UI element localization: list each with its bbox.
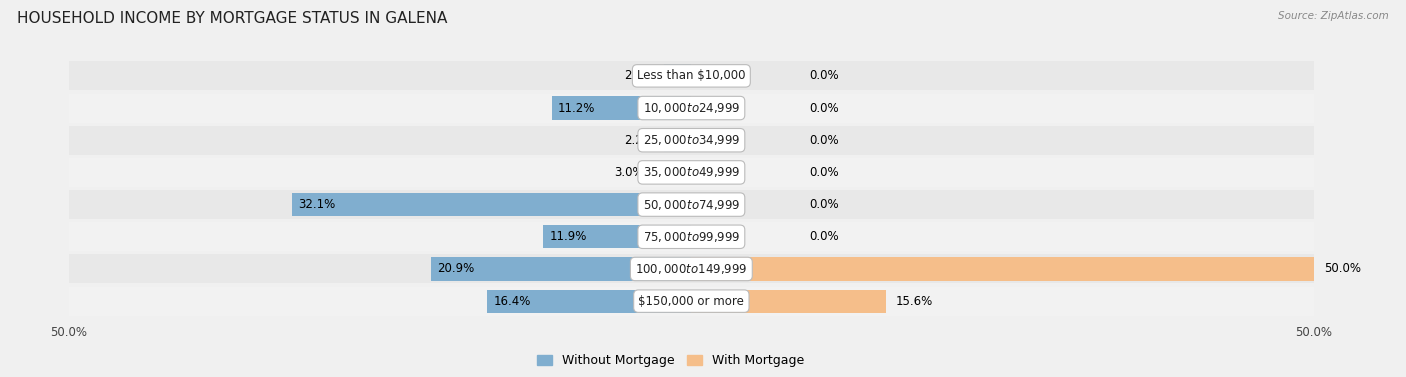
- Text: 0.0%: 0.0%: [810, 198, 839, 211]
- Text: 32.1%: 32.1%: [298, 198, 335, 211]
- Text: 0.0%: 0.0%: [810, 69, 839, 82]
- Bar: [69, 126, 1315, 155]
- Text: $150,000 or more: $150,000 or more: [638, 295, 744, 308]
- Text: 11.2%: 11.2%: [558, 101, 596, 115]
- Bar: [692, 290, 886, 313]
- Text: Less than $10,000: Less than $10,000: [637, 69, 745, 82]
- Text: 0.0%: 0.0%: [810, 134, 839, 147]
- Bar: [543, 225, 692, 248]
- Bar: [69, 222, 1315, 251]
- Text: 0.0%: 0.0%: [810, 101, 839, 115]
- Text: Source: ZipAtlas.com: Source: ZipAtlas.com: [1278, 11, 1389, 21]
- Text: 0.0%: 0.0%: [810, 230, 839, 243]
- Text: 0.0%: 0.0%: [810, 166, 839, 179]
- Text: $50,000 to $74,999: $50,000 to $74,999: [643, 198, 740, 211]
- Bar: [486, 290, 692, 313]
- Bar: [654, 161, 692, 184]
- Bar: [664, 129, 692, 152]
- Text: 16.4%: 16.4%: [494, 295, 530, 308]
- Text: $10,000 to $24,999: $10,000 to $24,999: [643, 101, 740, 115]
- Bar: [664, 64, 692, 87]
- Bar: [432, 257, 692, 280]
- Bar: [553, 97, 692, 120]
- Text: HOUSEHOLD INCOME BY MORTGAGE STATUS IN GALENA: HOUSEHOLD INCOME BY MORTGAGE STATUS IN G…: [17, 11, 447, 26]
- Text: $35,000 to $49,999: $35,000 to $49,999: [643, 166, 740, 179]
- Text: 11.9%: 11.9%: [550, 230, 586, 243]
- Text: $75,000 to $99,999: $75,000 to $99,999: [643, 230, 740, 244]
- Bar: [69, 61, 1315, 90]
- Bar: [692, 257, 1315, 280]
- Legend: Without Mortgage, With Mortgage: Without Mortgage, With Mortgage: [531, 349, 810, 372]
- Text: $100,000 to $149,999: $100,000 to $149,999: [636, 262, 748, 276]
- Text: 2.2%: 2.2%: [624, 134, 654, 147]
- Bar: [69, 287, 1315, 316]
- Bar: [69, 158, 1315, 187]
- Text: 15.6%: 15.6%: [896, 295, 932, 308]
- Text: 2.2%: 2.2%: [624, 69, 654, 82]
- Bar: [69, 254, 1315, 284]
- Text: 3.0%: 3.0%: [614, 166, 644, 179]
- Text: 50.0%: 50.0%: [1324, 262, 1361, 276]
- Text: $25,000 to $34,999: $25,000 to $34,999: [643, 133, 740, 147]
- Text: 20.9%: 20.9%: [437, 262, 475, 276]
- Bar: [69, 93, 1315, 123]
- Bar: [291, 193, 692, 216]
- Bar: [69, 190, 1315, 219]
